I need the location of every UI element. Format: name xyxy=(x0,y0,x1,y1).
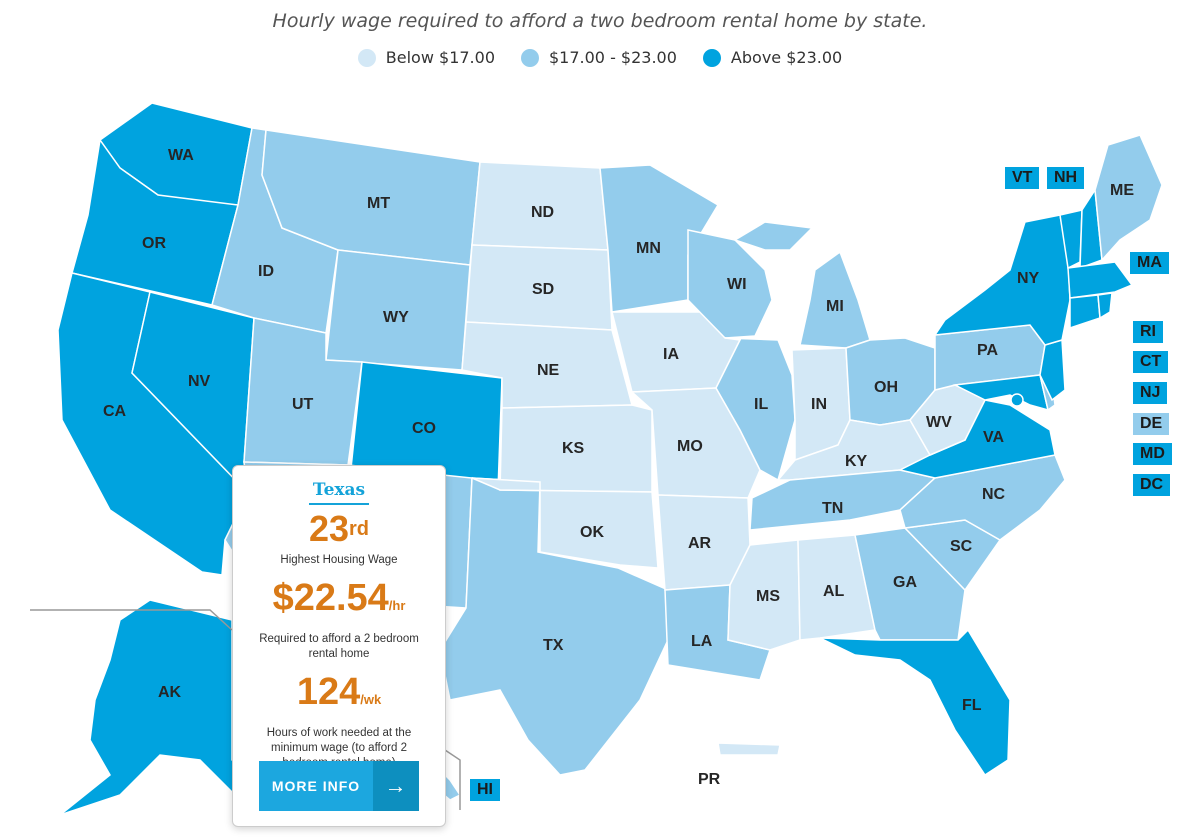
map-title: Hourly wage required to afford a two bed… xyxy=(272,10,928,32)
card-rank-number: 23 xyxy=(308,508,350,549)
inset-divider-line-hi xyxy=(444,749,461,810)
label-mo: MO xyxy=(677,438,703,455)
label-ga: GA xyxy=(893,574,917,591)
label-al: AL xyxy=(823,583,845,600)
card-wage-unit: /hr xyxy=(388,598,406,613)
legend-item-low: Below $17.00 xyxy=(357,48,495,67)
label-mi: MI xyxy=(826,298,844,315)
state-mi-up[interactable] xyxy=(733,221,814,251)
state-me[interactable] xyxy=(1094,134,1163,262)
label-il: IL xyxy=(754,396,768,413)
inset-divider-line xyxy=(30,609,233,631)
state-ma[interactable] xyxy=(1067,261,1134,299)
label-ok: OK xyxy=(580,524,604,541)
small-state-nj[interactable]: NJ xyxy=(1133,382,1168,404)
label-wa: WA xyxy=(168,147,194,164)
state-wi[interactable] xyxy=(687,229,773,339)
label-ar: AR xyxy=(688,535,712,552)
state-fl[interactable] xyxy=(819,628,1011,777)
label-ut: UT xyxy=(292,396,314,413)
label-va: VA xyxy=(983,429,1004,446)
legend-swatch-low xyxy=(357,48,376,67)
label-tn: TN xyxy=(822,500,843,517)
label-wi: WI xyxy=(727,276,747,293)
label-ia: IA xyxy=(663,346,679,363)
state-il[interactable] xyxy=(715,337,796,482)
legend-swatch-mid xyxy=(521,48,539,67)
card-wage-value: $22.54 xyxy=(272,577,389,619)
state-ri[interactable] xyxy=(1097,292,1113,320)
card-wage: $22.54/hr xyxy=(233,576,445,628)
label-co: CO xyxy=(412,420,436,437)
state-ks[interactable] xyxy=(499,404,653,493)
label-wy: WY xyxy=(383,309,409,326)
small-state-ri[interactable]: RI xyxy=(1133,321,1163,343)
card-hours-value: 124 xyxy=(296,671,361,713)
label-wv: WV xyxy=(926,414,952,431)
small-state-vt[interactable]: VT xyxy=(1005,167,1040,189)
small-state-dc[interactable]: DC xyxy=(1133,474,1171,496)
legend-item-high: Above $23.00 xyxy=(702,48,843,67)
label-ny: NY xyxy=(1017,270,1040,287)
small-state-ma[interactable]: MA xyxy=(1130,252,1169,274)
label-oh: OH xyxy=(874,379,898,396)
card-rank: 23rd xyxy=(233,511,445,547)
label-tx: TX xyxy=(543,637,564,654)
state-al[interactable] xyxy=(797,534,876,641)
card-rank-label: Highest Housing Wage xyxy=(280,554,398,566)
label-pr: PR xyxy=(698,771,721,788)
card-wage-label: Required to afford a 2 bedroom rental ho… xyxy=(259,633,419,660)
small-state-ct[interactable]: CT xyxy=(1133,351,1169,373)
label-sd: SD xyxy=(532,281,554,298)
more-info-label: MORE INFO xyxy=(271,778,361,794)
label-mt: MT xyxy=(367,195,390,212)
legend-item-mid: $17.00 - $23.00 xyxy=(521,48,677,67)
label-or: OR xyxy=(142,235,166,252)
dc-marker[interactable] xyxy=(1010,393,1024,407)
label-mn: MN xyxy=(636,240,661,257)
state-ct[interactable] xyxy=(1069,294,1101,330)
more-info-button[interactable]: MORE INFO → xyxy=(259,761,419,811)
label-me: ME xyxy=(1110,182,1134,199)
card-state-name: Texas xyxy=(308,480,370,505)
label-id: ID xyxy=(258,263,274,280)
label-in: IN xyxy=(811,396,827,413)
legend-label-mid: $17.00 - $23.00 xyxy=(549,48,677,67)
card-hours: 124/wk xyxy=(233,670,445,722)
state-ny[interactable] xyxy=(933,214,1071,346)
card-rank-suffix: rd xyxy=(349,518,370,540)
legend: Below $17.00 $17.00 - $23.00 Above $23.0… xyxy=(0,48,1200,67)
legend-swatch-high xyxy=(702,48,721,67)
label-nd: ND xyxy=(531,204,554,221)
label-ca: CA xyxy=(103,403,127,420)
state-hi-label[interactable]: HI xyxy=(470,779,500,801)
label-pa: PA xyxy=(977,342,998,359)
label-fl: FL xyxy=(962,697,982,714)
label-la: LA xyxy=(691,633,713,650)
label-ne: NE xyxy=(537,362,560,379)
label-ms: MS xyxy=(756,588,780,605)
label-ks: KS xyxy=(562,440,585,457)
card-hours-unit: /wk xyxy=(360,692,382,707)
small-state-de[interactable]: DE xyxy=(1133,413,1170,435)
state-pr[interactable] xyxy=(717,742,781,756)
legend-label-high: Above $23.00 xyxy=(730,48,843,67)
legend-label-low: Below $17.00 xyxy=(385,48,495,67)
arrow-right-icon: → xyxy=(373,761,419,811)
state-ok[interactable] xyxy=(471,477,659,569)
label-nc: NC xyxy=(982,486,1006,503)
small-state-nh[interactable]: NH xyxy=(1047,167,1085,189)
label-nv: NV xyxy=(188,373,211,390)
label-sc: SC xyxy=(950,538,973,555)
label-ky: KY xyxy=(845,453,868,470)
label-ak: AK xyxy=(158,684,182,701)
state-detail-card: Texas 23rd Highest Housing Wage $22.54/h… xyxy=(232,465,446,827)
small-state-md[interactable]: MD xyxy=(1133,443,1172,465)
